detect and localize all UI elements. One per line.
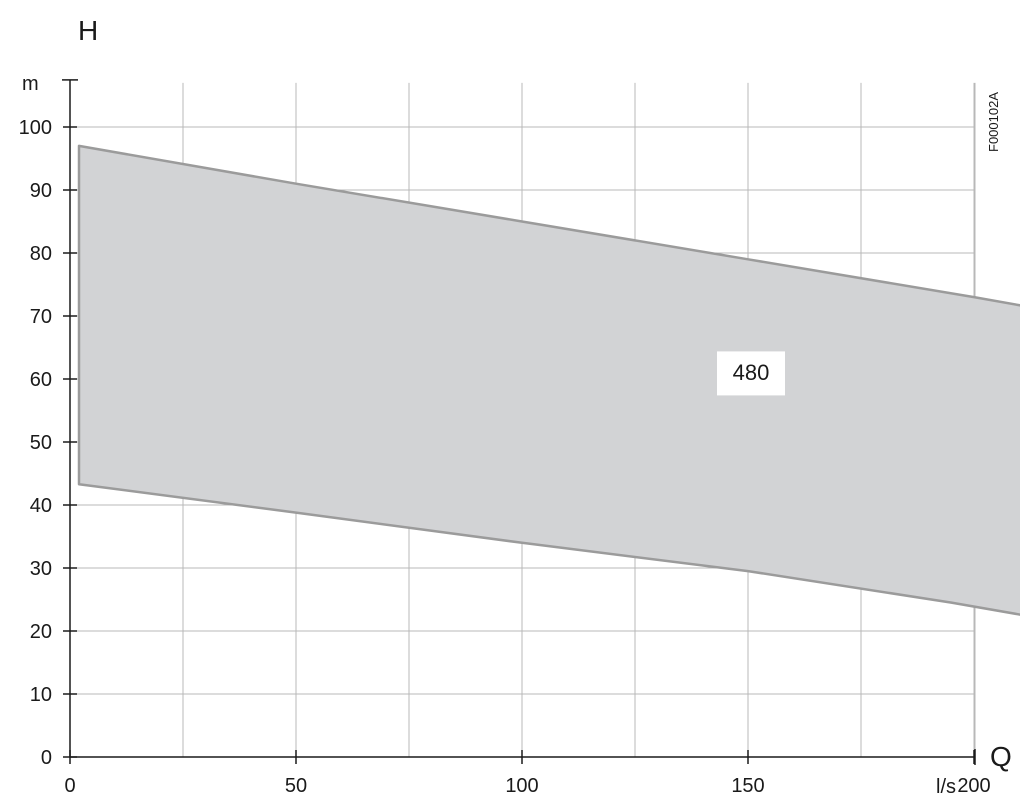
region-label: 480: [733, 360, 770, 385]
y-tick-label: 60: [30, 369, 52, 391]
x-tick-label: 0: [64, 775, 75, 797]
y-tick-label: 50: [30, 432, 52, 454]
y-tick-label: 10: [30, 684, 52, 706]
y-tick-label: 40: [30, 495, 52, 517]
x-axis-label: Q: [990, 741, 1012, 772]
y-tick-label: 70: [30, 306, 52, 328]
region-label-box: [717, 351, 785, 396]
y-axis-unit: m: [22, 73, 39, 95]
tick-labels: 0102030405060708090100050100150200250300…: [19, 117, 991, 797]
y-tick-label: 90: [30, 180, 52, 202]
axes: [62, 79, 976, 765]
figure-code: F000102A: [986, 92, 1001, 152]
x-axis-unit: l/s: [936, 776, 956, 798]
x-tick-label: 100: [505, 775, 538, 797]
y-tick-label: 80: [30, 243, 52, 265]
x-tick-label: 150: [731, 775, 764, 797]
x-tick-label: 200: [957, 775, 990, 797]
operating-region: [77, 144, 1020, 616]
x-tick-label: 50: [285, 775, 307, 797]
y-tick-label: 30: [30, 558, 52, 580]
y-axis-label: H: [78, 15, 98, 46]
y-tick-label: 20: [30, 621, 52, 643]
y-tick-label: 0: [41, 747, 52, 769]
y-tick-label: 100: [19, 117, 52, 139]
